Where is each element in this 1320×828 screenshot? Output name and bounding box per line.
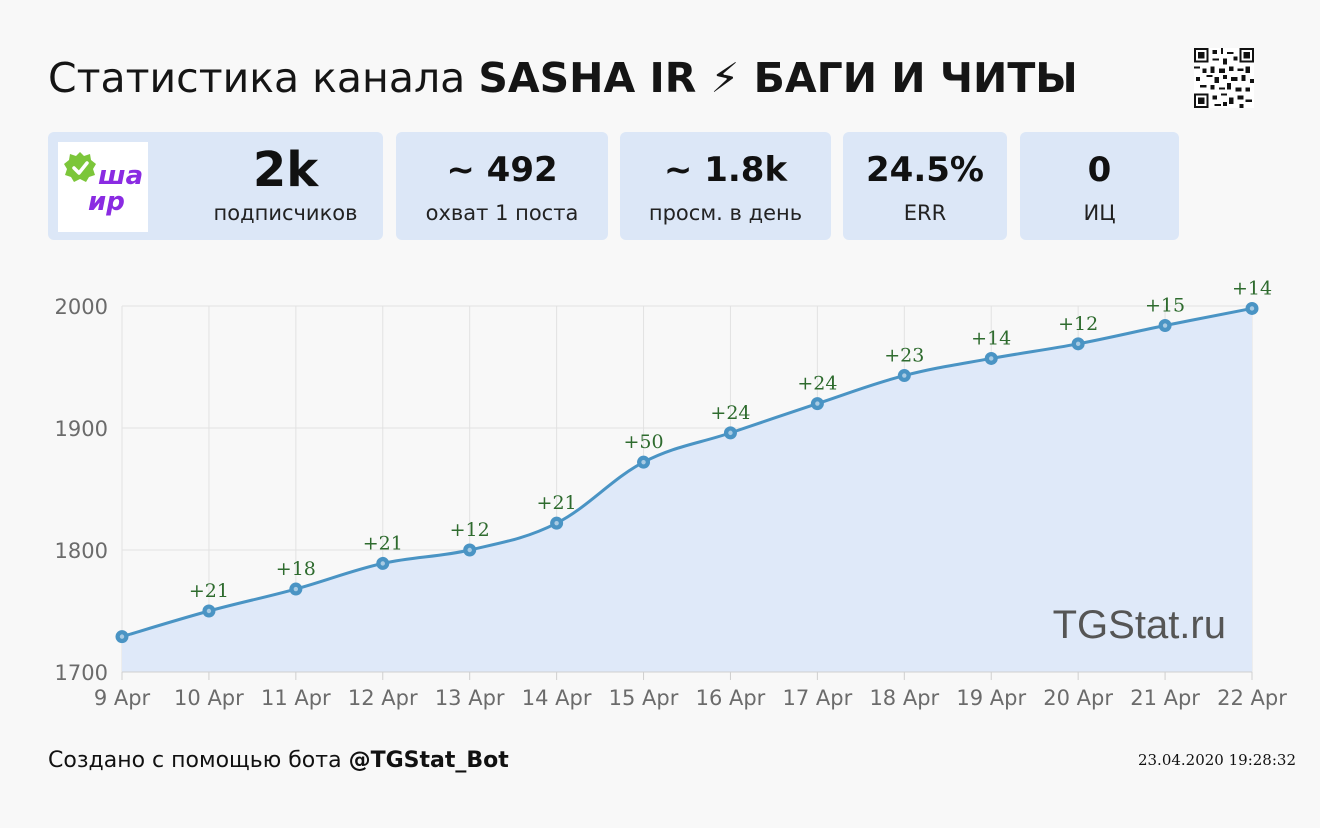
bot-handle-link[interactable]: @TGStat_Bot xyxy=(348,748,509,773)
data-point-core xyxy=(641,459,646,465)
stat-label-err: ERR xyxy=(903,201,947,225)
avatar-logo-icon: ша ир xyxy=(64,152,143,217)
watermark: TGStat.ru xyxy=(1053,603,1226,647)
x-tick-label: 21 Apr xyxy=(1130,686,1200,710)
data-label: +24 xyxy=(710,402,750,424)
check-badge-icon xyxy=(64,152,96,182)
y-tick-label: 1700 xyxy=(55,661,108,685)
stat-label-citation-index: ИЦ xyxy=(1083,201,1116,225)
stat-label-daily-views: просм. в день xyxy=(648,201,803,225)
stat-value-subscribers: 2k xyxy=(252,142,319,198)
data-label: +18 xyxy=(276,558,316,580)
avatar: ша ир xyxy=(58,142,148,232)
subscribers-chart: TGStat.ru 1700 1800 1900 2000 9 Apr 10 Apr 11 A… xyxy=(55,277,1288,710)
stat-card-err: 24.5% ERR xyxy=(843,132,1007,240)
data-point-core xyxy=(728,430,733,436)
stat-value-daily-views: ~ 1.8k xyxy=(663,150,788,190)
y-tick-label: 2000 xyxy=(55,295,108,319)
data-label: +12 xyxy=(1058,313,1098,335)
stat-label-subscribers: подписчиков xyxy=(213,201,358,225)
x-tick-label: 17 Apr xyxy=(783,686,853,710)
data-label: +24 xyxy=(797,373,837,395)
data-label: +14 xyxy=(971,327,1011,349)
area-fill xyxy=(122,308,1252,672)
stat-value-err: 24.5% xyxy=(866,150,984,190)
y-tick-label: 1900 xyxy=(55,417,108,441)
svg-text:ир: ир xyxy=(88,187,125,217)
data-label: +12 xyxy=(450,519,490,541)
data-point-core xyxy=(815,401,820,406)
stat-card-post-reach: ~ 492 охват 1 поста xyxy=(396,132,608,240)
data-point-core xyxy=(380,561,385,566)
stat-value-post-reach: ~ 492 xyxy=(446,150,558,190)
x-tick-label: 11 Apr xyxy=(261,686,331,710)
x-tick-label: 12 Apr xyxy=(348,686,418,710)
stat-card-citation-index: 0 ИЦ xyxy=(1020,132,1179,240)
data-point-core xyxy=(989,356,994,361)
data-label: +23 xyxy=(884,345,924,367)
x-tick-label: 9 Apr xyxy=(94,686,151,710)
data-label: +15 xyxy=(1145,295,1185,317)
timestamp: 23.04.2020 19:28:32 xyxy=(1137,751,1296,769)
x-tick-label: 15 Apr xyxy=(609,686,679,710)
x-tick-label: 14 Apr xyxy=(522,686,592,710)
data-point-core xyxy=(1075,341,1081,347)
data-label: +50 xyxy=(623,431,663,453)
data-point-core xyxy=(554,520,559,526)
data-label: +14 xyxy=(1232,277,1272,299)
data-point-core xyxy=(206,608,212,614)
footer-prefix: Создано с помощью бота xyxy=(48,748,349,773)
page-title: Статистика канала SASHA IR ⚡ БАГИ И ЧИТЫ xyxy=(48,50,1078,106)
x-tick-label: 20 Apr xyxy=(1043,686,1113,710)
series-line xyxy=(121,306,1253,639)
stat-label-post-reach: охват 1 поста xyxy=(425,201,579,225)
data-label: +21 xyxy=(189,580,229,602)
y-tick-label: 1800 xyxy=(55,539,108,563)
svg-text:ша: ша xyxy=(98,161,143,191)
x-tick-label: 22 Apr xyxy=(1217,686,1287,710)
x-tick-label: 18 Apr xyxy=(869,686,939,710)
data-label: +21 xyxy=(363,532,403,554)
x-tick-label: 13 Apr xyxy=(435,686,505,710)
stat-card-subscribers: ша ир 2k подписчиков xyxy=(48,132,383,240)
footer-credit: Создано с помощью бота @TGStat_Bot xyxy=(48,746,509,776)
data-point-core xyxy=(1162,323,1168,328)
data-point-core xyxy=(119,634,125,639)
data-point-core xyxy=(467,547,472,553)
stat-value-citation-index: 0 xyxy=(1087,150,1112,190)
stat-card-daily-views: ~ 1.8k просм. в день xyxy=(620,132,831,240)
x-tick-label: 16 Apr xyxy=(696,686,766,710)
data-point-core xyxy=(293,586,299,592)
data-label: +21 xyxy=(537,492,577,514)
x-tick-label: 10 Apr xyxy=(174,686,244,710)
data-point-core xyxy=(902,373,907,378)
qr-code-icon xyxy=(1194,48,1254,108)
title-prefix: Статистика канала xyxy=(48,54,479,102)
x-tick-label: 19 Apr xyxy=(956,686,1026,710)
data-point-core xyxy=(1249,306,1255,311)
channel-name: SASHA IR ⚡ БАГИ И ЧИТЫ xyxy=(478,54,1078,102)
